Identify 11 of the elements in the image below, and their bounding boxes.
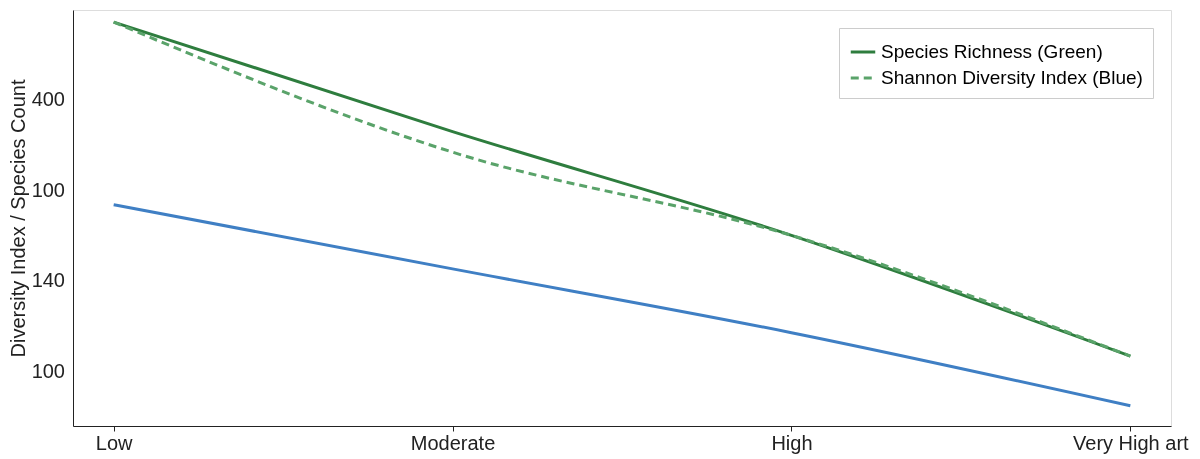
x-tick-label: Very High art: [1073, 431, 1190, 454]
text: 140: [31, 269, 65, 292]
legend-label: Species Richness (Green): [881, 41, 1103, 62]
x-tick-label: High: [771, 431, 813, 454]
x-tick-label: Moderate: [410, 431, 496, 454]
legend-label: Shannon Diversity Index (Blue): [881, 67, 1143, 88]
text: 100: [31, 178, 65, 201]
y-axis-title: Diversity Index / Species Count: [6, 79, 29, 358]
text: 400: [31, 88, 65, 111]
text: 100: [31, 359, 65, 382]
x-tick-label: Low: [95, 431, 134, 454]
